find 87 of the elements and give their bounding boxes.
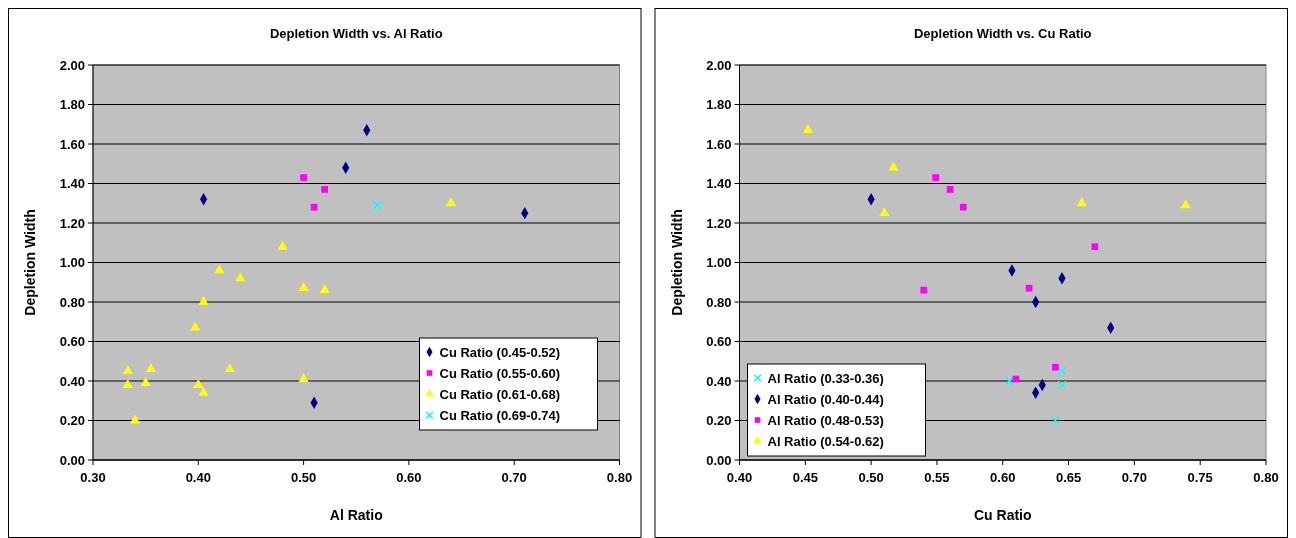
point: [198, 386, 209, 396]
x-tick-label: 0.45: [792, 470, 818, 485]
x-tick-label: 0.40: [726, 470, 753, 485]
point: [1052, 363, 1059, 371]
y-tick-label: 2.00: [706, 57, 732, 73]
y-tick-label: 1.20: [706, 215, 732, 231]
point: [298, 373, 309, 382]
point: [1025, 284, 1033, 292]
x-tick-label: 0.80: [1253, 470, 1279, 485]
x-axis-title: Cu Ratio: [973, 507, 1032, 523]
point: [932, 174, 939, 181]
x-tick-label: 0.50: [858, 470, 884, 485]
x-tick-label: 0.30: [80, 470, 106, 485]
y-tick-label: 1.00: [59, 255, 85, 271]
point: [1091, 243, 1099, 251]
x-tick-label: 0.40: [185, 470, 211, 485]
point: [224, 363, 235, 373]
point: [190, 321, 201, 331]
x-tick-label: 0.80: [606, 470, 633, 485]
y-tick-label: 0.20: [706, 413, 732, 429]
x-tick-label: 0.75: [1187, 470, 1213, 485]
x-tick-label: 0.60: [396, 470, 422, 485]
legend-label: Al Ratio (0.48-0.53): [767, 412, 884, 428]
legend-label: Cu Ratio (0.45-0.52): [439, 344, 561, 360]
point: [214, 264, 225, 274]
legend-label: Cu Ratio (0.69-0.74): [439, 407, 561, 423]
y-tick-label: 1.00: [706, 255, 732, 271]
point: [319, 284, 330, 294]
point: [1004, 376, 1014, 386]
chart-title: Depletion Width vs. Al Ratio: [269, 26, 443, 41]
y-axis-title: Depletion Width: [668, 209, 685, 316]
y-tick-label: 1.80: [59, 97, 85, 113]
y-tick-label: 1.60: [706, 136, 732, 152]
legend-label: Al Ratio (0.33-0.36): [767, 370, 884, 386]
y-tick-label: 0.20: [59, 413, 85, 429]
point: [920, 286, 928, 294]
y-tick-label: 0.40: [706, 373, 732, 389]
y-tick-label: 1.40: [59, 176, 85, 192]
y-tick-label: 0.00: [706, 452, 732, 468]
point: [888, 161, 899, 171]
x-tick-label: 0.50: [290, 470, 317, 485]
y-tick-label: 1.80: [706, 97, 732, 113]
point: [145, 363, 157, 373]
point: [235, 272, 246, 282]
point: [959, 203, 967, 211]
point: [298, 282, 309, 292]
x-axis-title: Al Ratio: [329, 507, 383, 523]
legend-label: Al Ratio (0.54-0.62): [767, 433, 884, 449]
y-tick-label: 0.80: [706, 294, 732, 310]
y-tick-label: 0.60: [706, 334, 732, 350]
point: [1180, 199, 1191, 209]
point: [198, 296, 209, 305]
point: [321, 186, 329, 193]
point: [310, 203, 318, 211]
point: [140, 377, 151, 386]
chart-title: Depletion Width vs. Cu Ratio: [913, 26, 1092, 41]
y-tick-label: 1.40: [706, 176, 732, 192]
point: [277, 240, 288, 250]
x-tick-label: 0.70: [1121, 470, 1148, 485]
y-tick-label: 0.80: [59, 294, 85, 310]
point: [1076, 197, 1087, 207]
x-tick-label: 0.70: [501, 470, 527, 485]
point: [445, 197, 457, 207]
y-tick-label: 0.00: [59, 452, 85, 468]
y-tick-label: 2.00: [59, 57, 85, 73]
point: [372, 200, 382, 210]
y-tick-label: 1.20: [59, 215, 85, 231]
point: [122, 379, 133, 388]
point: [193, 379, 204, 388]
legend-label: Cu Ratio (0.61-0.68): [439, 386, 561, 402]
x-tick-label: 0.55: [924, 470, 950, 485]
legend-label: Cu Ratio (0.55-0.60): [439, 365, 561, 381]
y-axis-title: Depletion Width: [22, 209, 38, 316]
point: [300, 174, 307, 181]
point: [1057, 366, 1067, 376]
point: [1050, 416, 1060, 425]
y-tick-label: 1.60: [59, 136, 85, 152]
y-tick-label: 0.40: [59, 373, 85, 389]
x-tick-label: 0.65: [1055, 470, 1082, 485]
point: [1057, 380, 1067, 390]
point: [879, 207, 890, 217]
point: [802, 124, 814, 134]
legend-label: Al Ratio (0.40-0.44): [767, 391, 884, 407]
y-tick-label: 0.60: [59, 334, 85, 350]
point: [946, 186, 954, 193]
x-tick-label: 0.60: [990, 470, 1016, 485]
point: [122, 365, 133, 375]
